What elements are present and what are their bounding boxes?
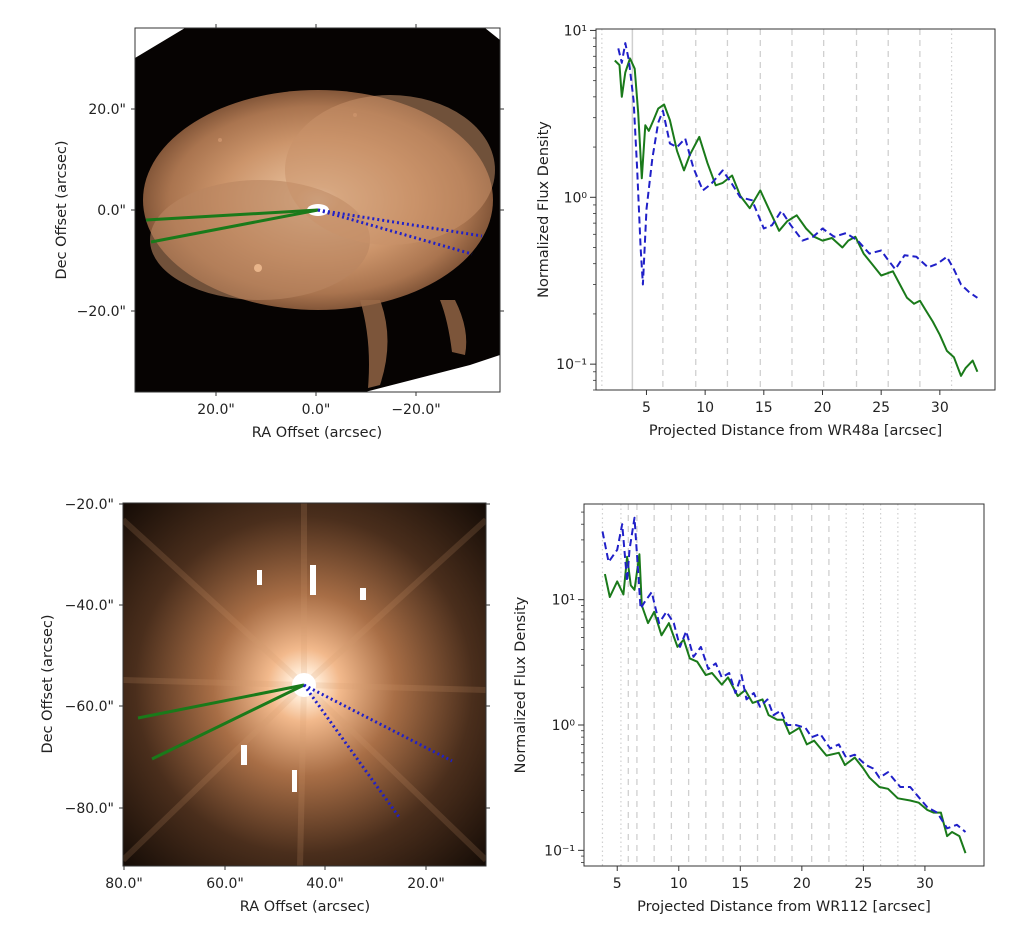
x-tick-label: 30 — [916, 876, 934, 892]
x-tick-label: 20 — [814, 400, 832, 416]
solid-ray-1 — [137, 683, 305, 720]
x-tick-label: 20.0" — [407, 876, 445, 892]
y-tick-label: −80.0" — [65, 801, 114, 817]
x-axis-label: RA Offset (arcsec) — [240, 899, 370, 915]
x-tick-label: 30 — [931, 400, 949, 416]
y-tick-label: 0.0" — [97, 203, 126, 219]
solid-ray-1 — [145, 208, 319, 222]
y-axis-label: Dec Offset (arcsec) — [40, 614, 56, 753]
x-axis-label: Projected Distance from WR112 [arcsec] — [637, 899, 931, 915]
dotted-ray-2 — [317, 208, 473, 256]
x-tick-label: 5 — [642, 400, 651, 416]
y-tick-label: 10⁰ — [552, 718, 576, 734]
wr112-axes — [119, 503, 490, 870]
y-tick-label: 20.0" — [88, 102, 126, 118]
x-tick-label: 15 — [755, 400, 773, 416]
y-tick-label: 10⁰ — [564, 190, 588, 206]
x-tick-label: 60.0" — [206, 876, 244, 892]
series-line-dashed-blue — [617, 42, 978, 299]
y-tick-label: −20.0" — [65, 497, 114, 513]
plot-frame — [583, 503, 985, 867]
plot-frame — [595, 28, 996, 391]
wr48a-axes — [131, 24, 504, 396]
dotted-ray-2 — [302, 684, 401, 818]
x-tick-label: 40.0" — [306, 876, 344, 892]
y-tick-label: 10⁻¹ — [544, 843, 575, 859]
x-tick-label: 20 — [793, 876, 811, 892]
y-axis-label: Normalized Flux Density — [536, 121, 552, 298]
x-tick-label: 25 — [872, 400, 890, 416]
y-tick-label: −60.0" — [65, 699, 114, 715]
series-line-dashed-blue — [601, 516, 967, 833]
x-axis-label: Projected Distance from WR48a [arcsec] — [649, 423, 942, 439]
wr112-image-panel: 80.0" 60.0" 40.0" 20.0" −20.0" −40.0" −6… — [40, 497, 490, 915]
y-tick-label: 10¹ — [552, 593, 575, 609]
x-tick-label: 5 — [613, 876, 622, 892]
wr112-profile-chart: 5 10 15 20 25 30 10⁻¹ 10⁰ 10¹ Projected Distance … — [513, 503, 985, 915]
wr112-overlay — [137, 683, 453, 818]
x-axis-label: RA Offset (arcsec) — [252, 425, 382, 441]
y-axis-label: Dec Offset (arcsec) — [54, 140, 70, 279]
x-tick-label: 80.0" — [105, 876, 143, 892]
y-tick-label: 10¹ — [564, 23, 587, 39]
solid-ray-2 — [150, 208, 319, 244]
y-tick-label: −40.0" — [65, 598, 114, 614]
series-line-solid-green — [603, 553, 967, 854]
x-tick-label: 20.0" — [197, 402, 235, 418]
x-tick-label: −20.0" — [391, 402, 440, 418]
x-tick-label: 25 — [854, 876, 872, 892]
wr48a-profile-chart: 5 10 15 20 25 30 10⁻¹ 10⁰ 10¹ Projected Distance … — [536, 23, 996, 439]
x-tick-label: 10 — [670, 876, 688, 892]
series-line-solid-green — [614, 57, 979, 377]
solid-ray-2 — [151, 683, 305, 761]
wr48a-overlay — [145, 208, 483, 256]
x-tick-label: 0.0" — [302, 402, 331, 418]
x-tick-label: 10 — [696, 400, 714, 416]
wr112-image-frame — [122, 502, 487, 867]
x-tick-label: 15 — [731, 876, 749, 892]
y-axis-label: Normalized Flux Density — [513, 596, 529, 773]
wr48a-image-panel: 20.0" 0.0" −20.0" 20.0" 0.0" −20.0" RA O… — [54, 24, 504, 441]
y-tick-label: 10⁻¹ — [556, 357, 587, 373]
y-tick-label: −20.0" — [77, 304, 126, 320]
